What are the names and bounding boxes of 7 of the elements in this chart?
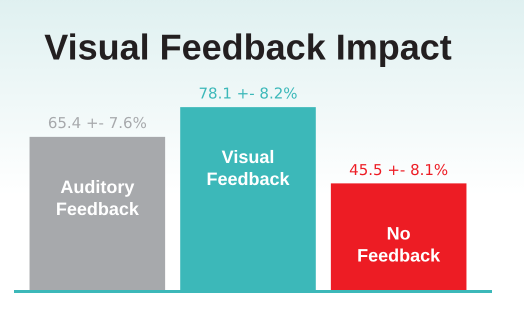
data-label: 78.1 +- 8.2% <box>198 84 298 102</box>
x-tick-label: No Feedback <box>357 223 442 266</box>
x-tick-label: Auditory Feedback <box>56 176 140 219</box>
data-label: 65.4 +- 7.6% <box>48 114 147 132</box>
chart-title: Visual Feedback Impact <box>44 26 452 68</box>
x-tick-label: Visual Feedback <box>206 147 291 190</box>
data-label: 45.5 +- 8.1% <box>349 160 448 179</box>
